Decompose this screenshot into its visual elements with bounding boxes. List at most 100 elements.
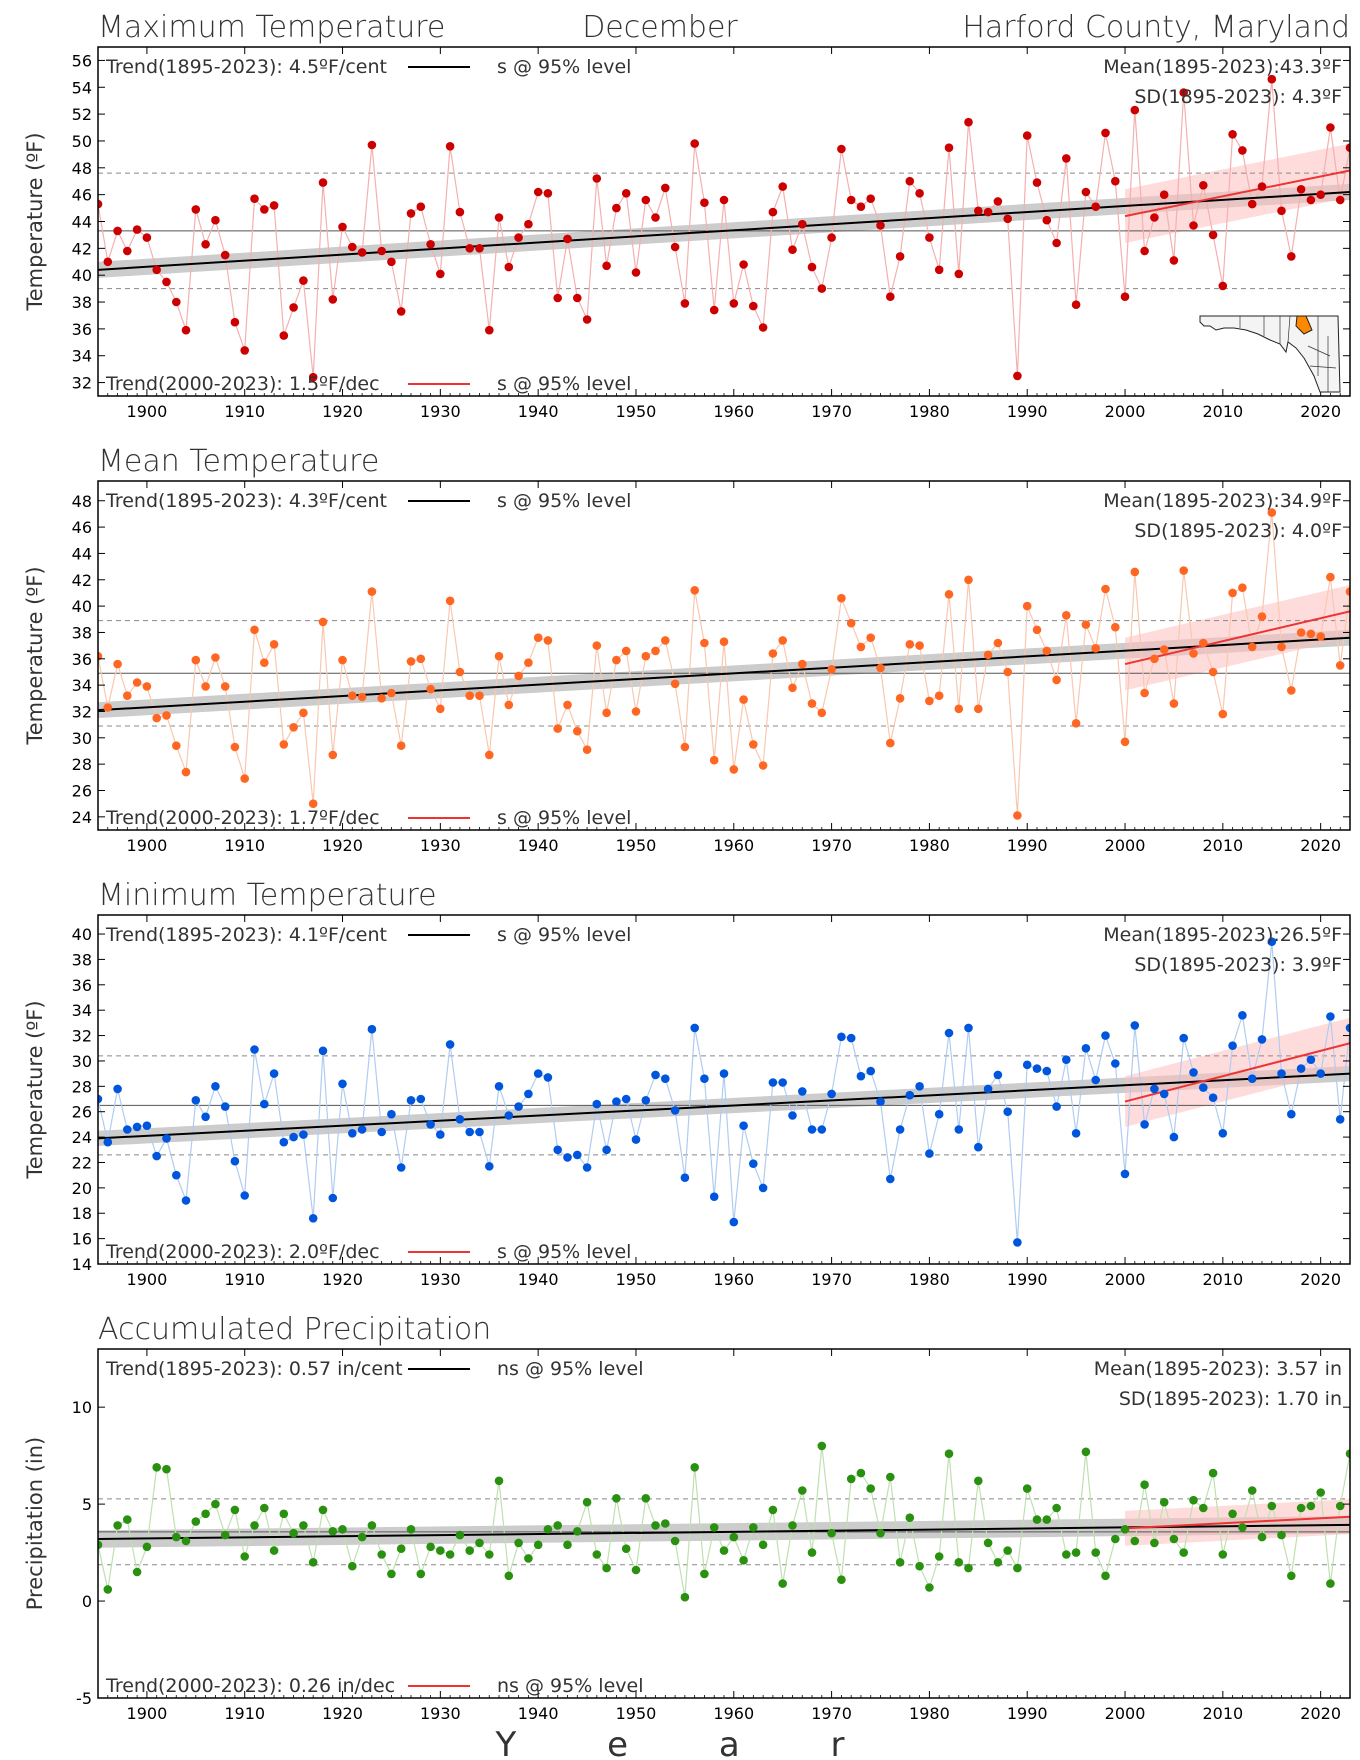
- data-point: [1218, 1550, 1228, 1559]
- data-point: [299, 708, 308, 718]
- x-tick-label: 2020: [1300, 836, 1341, 855]
- y-tick-label: 42: [72, 571, 92, 590]
- data-point: [308, 372, 318, 382]
- y-tick-label: 48: [72, 492, 92, 511]
- data-point: [592, 174, 602, 183]
- data-point: [1228, 1041, 1237, 1050]
- data-point: [1277, 1530, 1286, 1540]
- data-point: [758, 761, 768, 770]
- data-point: [1032, 1064, 1042, 1073]
- data-point: [895, 252, 905, 261]
- x-tick-label: 1920: [322, 1270, 363, 1289]
- data-point: [1267, 508, 1277, 517]
- data-point: [827, 665, 836, 674]
- data-point: [1111, 1534, 1120, 1544]
- data-point: [367, 1521, 377, 1530]
- data-point: [348, 242, 357, 252]
- data-point: [827, 1528, 836, 1538]
- data-point: [964, 1023, 973, 1033]
- data-point: [98, 1094, 103, 1104]
- data-point: [837, 1575, 846, 1584]
- data-point: [162, 711, 171, 720]
- data-point: [1199, 181, 1208, 190]
- data-point: [631, 1565, 641, 1575]
- data-point: [749, 301, 758, 311]
- trend-recent-label: Trend(2000-2023): 1.5ºF/dec: [105, 373, 380, 395]
- data-point: [465, 244, 475, 253]
- data-point: [573, 1527, 582, 1536]
- x-tick-label: 1910: [224, 1270, 265, 1289]
- data-point: [592, 641, 602, 650]
- data-point: [1326, 572, 1335, 582]
- data-point: [152, 1463, 161, 1472]
- y-tick-label: 20: [72, 1179, 92, 1198]
- data-point: [494, 651, 504, 661]
- data-point: [211, 1499, 220, 1509]
- data-point: [132, 678, 142, 687]
- data-point: [211, 653, 220, 662]
- data-point: [641, 195, 651, 205]
- x-tick-label: 1970: [811, 836, 852, 855]
- data-point: [1257, 612, 1267, 621]
- data-point: [318, 1505, 328, 1515]
- data-point: [1199, 1083, 1208, 1092]
- data-point: [651, 1070, 660, 1080]
- data-point: [612, 1494, 621, 1503]
- data-point: [944, 143, 954, 152]
- trend-recent-significance: ns @ 95% level: [497, 1675, 643, 1697]
- data-point: [406, 657, 416, 666]
- data-point: [915, 641, 924, 650]
- y-tick-label: 40: [72, 925, 92, 944]
- data-point: [582, 1497, 592, 1507]
- data-point: [670, 1106, 680, 1115]
- x-tick-label: 1920: [322, 836, 363, 855]
- data-point: [817, 1125, 827, 1134]
- data-point: [1179, 88, 1188, 97]
- data-point: [426, 1120, 435, 1129]
- sd-label: SD(1895-2023): 3.9ºF: [1134, 954, 1342, 976]
- data-point: [1120, 292, 1130, 302]
- data-point: [103, 703, 113, 712]
- data-point: [181, 767, 191, 777]
- y-tick-label: 5: [82, 1495, 92, 1514]
- data-point: [230, 1505, 240, 1515]
- data-point: [954, 1558, 964, 1567]
- data-point: [1257, 1035, 1267, 1044]
- y-tick-label: 46: [72, 186, 92, 205]
- x-tick-label: 1970: [811, 1270, 852, 1289]
- data-point: [886, 1472, 895, 1482]
- data-point: [1111, 622, 1120, 632]
- x-axis-label: Y e a r: [495, 1725, 885, 1760]
- data-point: [817, 1441, 827, 1451]
- data-point: [494, 1476, 504, 1486]
- data-point: [807, 1548, 817, 1557]
- data-point: [357, 1532, 367, 1542]
- data-point: [954, 269, 964, 279]
- trend-long-significance: s @ 95% level: [497, 924, 631, 946]
- data-point: [1101, 584, 1110, 594]
- y-tick-label: 34: [72, 1001, 92, 1020]
- data-point: [925, 1583, 934, 1592]
- county-border: [1309, 365, 1337, 369]
- data-point: [172, 1532, 181, 1542]
- data-point: [1218, 1129, 1228, 1138]
- data-point: [807, 262, 817, 272]
- y-tick-label: 34: [72, 676, 92, 695]
- data-point: [1238, 146, 1247, 155]
- data-point: [758, 1183, 768, 1193]
- data-point: [1287, 1109, 1296, 1119]
- mean-label: Mean(1895-2023): 3.57 in: [1094, 1358, 1342, 1380]
- data-point: [993, 1070, 1003, 1080]
- trend-long-line: [98, 636, 1350, 712]
- data-point: [837, 593, 846, 603]
- data-point: [573, 293, 582, 303]
- data-point: [396, 1163, 406, 1172]
- data-point: [690, 586, 699, 595]
- data-point: [230, 1156, 240, 1166]
- data-point: [895, 694, 905, 703]
- data-point: [670, 242, 680, 252]
- data-point: [162, 277, 171, 287]
- data-point: [739, 695, 748, 704]
- y-axis-label: Temperature (ºF): [23, 1000, 47, 1179]
- data-point: [152, 713, 161, 723]
